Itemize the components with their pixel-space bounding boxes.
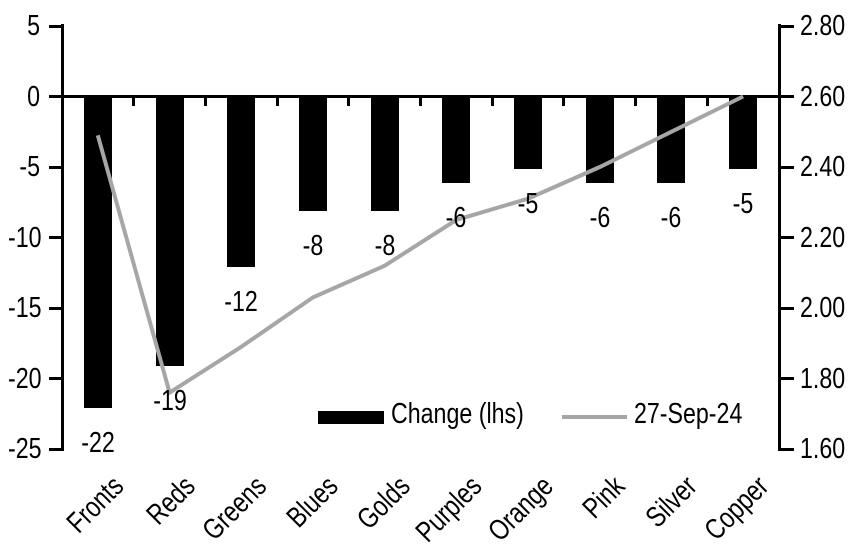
- x-axis-tick: [777, 98, 781, 106]
- left-axis-tick: [49, 306, 64, 310]
- right-axis-tick: [781, 24, 794, 28]
- right-axis-tick-label: 1.80: [800, 362, 846, 395]
- left-axis-tick-label: -10: [8, 221, 42, 254]
- x-axis-tick: [132, 98, 136, 106]
- x-axis-label-blues: Blues: [281, 470, 345, 534]
- left-axis-tick: [49, 165, 64, 169]
- x-axis-tick: [419, 98, 422, 106]
- right-axis-tick-label: 2.20: [800, 221, 846, 254]
- x-axis-label-purples: Purples: [410, 470, 489, 549]
- left-axis-tick-label: -25: [8, 433, 42, 465]
- x-axis-label-greens: Greens: [196, 470, 274, 547]
- bar-blues: [298, 98, 327, 211]
- x-axis-label-pink: Pink: [577, 470, 632, 525]
- bar-silver: [657, 98, 686, 183]
- x-axis-label-orange: Orange: [482, 470, 560, 548]
- right-axis-tick-label: 2.00: [800, 292, 846, 324]
- right-axis-tick-label: 2.40: [800, 151, 846, 183]
- legend-bar-swatch: [318, 411, 384, 424]
- right-axis-tick-label: 2.80: [800, 10, 846, 42]
- bar-value-label: -8: [374, 229, 395, 262]
- right-axis-tick-label: 1.60: [800, 433, 846, 465]
- left-axis-tick: [49, 24, 64, 28]
- x-axis-tick: [60, 98, 64, 106]
- left-axis-tick-label: -15: [8, 292, 42, 324]
- bar-value-label: -5: [732, 187, 754, 220]
- bar-value-label: -8: [302, 229, 324, 262]
- x-axis-tick: [562, 98, 566, 106]
- bar-copper: [729, 98, 758, 169]
- x-axis-tick: [634, 98, 638, 106]
- legend-line-swatch: [562, 415, 627, 419]
- right-axis-tick-label: 2.60: [800, 80, 846, 113]
- bar-orange: [514, 98, 543, 169]
- x-axis-label-silver: Silver: [639, 470, 704, 534]
- right-axis-tick: [781, 447, 794, 451]
- legend-line-label: 27-Sep-24: [634, 398, 743, 430]
- bar-value-label: -5: [517, 187, 539, 220]
- bar-reds: [155, 98, 184, 366]
- right-axis-tick: [781, 165, 794, 169]
- x-axis-tick: [705, 98, 709, 106]
- left-axis-tick-label: -5: [19, 151, 40, 183]
- x-axis-tick: [347, 98, 351, 106]
- x-axis-label-reds: Reds: [140, 470, 202, 532]
- bar-value-label: -6: [661, 201, 682, 234]
- left-axis-tick-label: 5: [27, 10, 40, 42]
- bar-value-label: -6: [446, 201, 467, 234]
- bar-golds: [370, 98, 399, 211]
- right-axis-tick: [781, 377, 794, 380]
- left-axis-tick: [49, 236, 64, 239]
- bar-purples: [442, 98, 471, 183]
- right-axis-tick: [781, 306, 794, 310]
- bar-pink: [585, 98, 614, 183]
- bar-value-label: -19: [152, 384, 187, 417]
- legend-bar-label: Change (lhs): [391, 398, 524, 430]
- x-axis-tick: [203, 98, 207, 106]
- left-axis-tick-label: -20: [8, 362, 42, 395]
- right-axis-tick: [781, 95, 794, 98]
- x-axis-label-golds: Golds: [351, 470, 417, 536]
- x-axis-tick: [275, 98, 279, 106]
- bar-value-label: -22: [81, 427, 115, 460]
- bar-greens: [227, 98, 256, 268]
- right-axis-line: [778, 24, 781, 451]
- left-axis-tick: [49, 377, 64, 380]
- left-axis-tick-label: 0: [27, 80, 40, 113]
- left-axis-tick: [49, 95, 64, 98]
- right-axis-tick: [781, 236, 794, 239]
- x-axis-label-copper: Copper: [698, 470, 776, 547]
- left-axis-tick: [49, 447, 64, 451]
- bar-value-label: -12: [224, 286, 259, 319]
- bar-fronts: [83, 98, 112, 409]
- x-axis-tick: [490, 98, 494, 106]
- bar-value-label: -6: [589, 201, 611, 234]
- x-axis-label-fronts: Fronts: [60, 470, 130, 540]
